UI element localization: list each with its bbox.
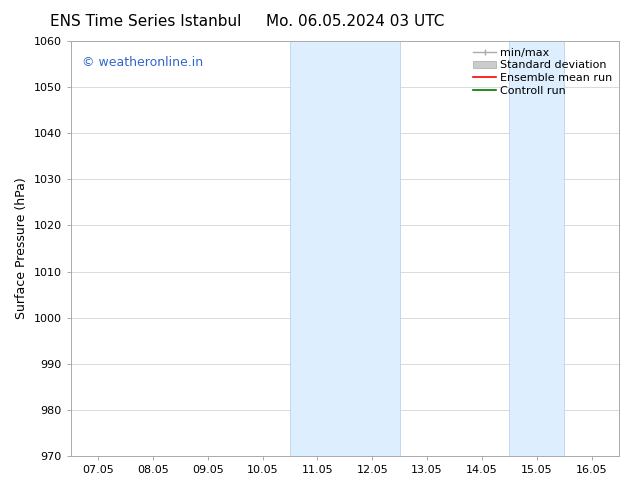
Bar xyxy=(509,41,564,456)
Bar xyxy=(290,41,399,456)
Y-axis label: Surface Pressure (hPa): Surface Pressure (hPa) xyxy=(15,178,28,319)
Legend: min/max, Standard deviation, Ensemble mean run, Controll run: min/max, Standard deviation, Ensemble me… xyxy=(469,43,617,100)
Text: Mo. 06.05.2024 03 UTC: Mo. 06.05.2024 03 UTC xyxy=(266,14,444,29)
Text: ENS Time Series Istanbul: ENS Time Series Istanbul xyxy=(49,14,241,29)
Text: © weatheronline.in: © weatheronline.in xyxy=(82,55,203,69)
